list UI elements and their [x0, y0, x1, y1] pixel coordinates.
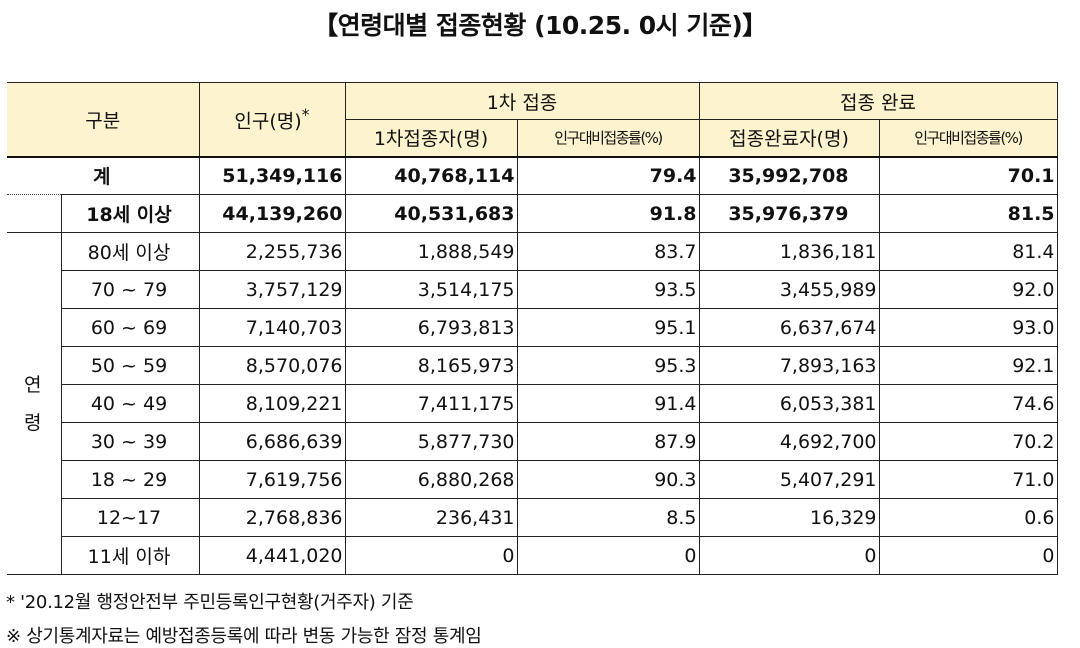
cell-first-rate: 79.4 [516, 156, 700, 195]
table-row-adult: 18세 이상 44,139,260 40,531,683 91.8 35,976… [7, 194, 1058, 233]
cell-complete-count: 0 [698, 536, 880, 575]
cell-first-count: 6,880,268 [344, 460, 518, 499]
age-label-top: 연 [24, 373, 42, 396]
cell-first-rate: 91.8 [516, 194, 700, 233]
header-population-mark: * [301, 105, 310, 125]
cell-complete-count: 6,053,381 [698, 384, 880, 423]
cell-first-count: 1,888,549 [344, 232, 518, 271]
cell-complete-rate: 81.4 [878, 232, 1058, 271]
cell-first-rate: 93.5 [516, 270, 700, 309]
row-label: 40 ~ 49 [61, 384, 200, 423]
row-label: 11세 이하 [61, 536, 200, 575]
cell-complete-rate: 70.1 [878, 156, 1058, 195]
header-first-dose: 1차 접종 [344, 82, 700, 120]
header-first-rate: 인구대비접종률(%) [516, 119, 700, 158]
table-row-total: 계 51,349,116 40,768,114 79.4 35,992,708 … [7, 156, 1058, 195]
cell-first-count: 3,514,175 [344, 270, 518, 309]
cell-population: 2,255,736 [198, 232, 346, 271]
table-row: 70 ~ 79 3,757,129 3,514,175 93.5 3,455,9… [7, 270, 1058, 309]
header-category: 구분 [7, 82, 200, 158]
cell-population: 7,140,703 [198, 308, 346, 347]
table-row: 18 ~ 29 7,619,756 6,880,268 90.3 5,407,2… [7, 460, 1058, 499]
cell-first-count: 40,768,114 [344, 156, 518, 195]
header-population-label: 인구(명) [234, 110, 302, 133]
table-row: 12~17 2,768,836 236,431 8.5 16,329 0.6 [7, 498, 1058, 537]
cell-first-count: 5,877,730 [344, 422, 518, 461]
cell-population: 6,686,639 [198, 422, 346, 461]
cell-complete-count: 6,637,674 [698, 308, 880, 347]
cell-complete-rate: 92.0 [878, 270, 1058, 309]
cell-complete-rate: 0 [878, 536, 1058, 575]
row-label: 80세 이상 [60, 232, 200, 271]
row-label: 계 [7, 156, 200, 195]
cell-population: 8,109,221 [198, 384, 346, 423]
row-label: 12~17 [61, 498, 200, 537]
cell-complete-count: 16,329 [698, 498, 880, 537]
cell-complete-count: 5,407,291 [698, 460, 880, 499]
cell-first-rate: 91.4 [516, 384, 700, 423]
header-complete-count: 접종완료자(명) [698, 119, 880, 158]
cell-complete-rate: 93.0 [878, 308, 1058, 347]
cell-population: 2,768,836 [198, 498, 346, 537]
header-complete-rate: 인구대비접종률(%) [878, 119, 1058, 158]
cell-complete-rate: 92.1 [878, 346, 1058, 385]
cell-complete-count: 1,836,181 [698, 232, 880, 271]
cell-first-rate: 83.7 [516, 232, 700, 271]
cell-first-rate: 90.3 [516, 460, 700, 499]
row-label: 18 ~ 29 [61, 460, 200, 499]
row-label: 50 ~ 59 [61, 346, 200, 385]
row-label: 30 ~ 39 [61, 422, 200, 461]
cell-complete-count: 3,455,989 [698, 270, 880, 309]
table-row: 11세 이하 4,441,020 0 0 0 0 [7, 536, 1058, 575]
table-row: 60 ~ 69 7,140,703 6,793,813 95.1 6,637,6… [7, 308, 1058, 347]
cell-complete-rate: 81.5 [878, 194, 1058, 233]
cell-population: 7,619,756 [198, 460, 346, 499]
cell-first-rate: 0 [516, 536, 700, 575]
cell-first-count: 7,411,175 [344, 384, 518, 423]
cell-population: 51,349,116 [198, 156, 346, 195]
footnote-disclaimer: ※ 상기통계자료는 예방접종등록에 따라 변동 가능한 잠정 통계임 [6, 626, 482, 647]
cell-first-count: 236,431 [344, 498, 518, 537]
header-first-count: 1차접종자(명) [345, 119, 518, 158]
row-label: 18세 이상 [60, 194, 200, 233]
row-label: 70 ~ 79 [61, 270, 200, 309]
cell-complete-count: 35,992,708 [698, 156, 880, 195]
footnote-source: * '20.12월 행정안전부 주민등록인구현황(거주자) 기준 [6, 592, 414, 613]
row-label: 60 ~ 69 [61, 308, 200, 347]
cell-first-rate: 87.9 [516, 422, 700, 461]
cell-population: 4,441,020 [198, 536, 346, 575]
cell-complete-rate: 71.0 [878, 460, 1058, 499]
cell-first-count: 8,165,973 [344, 346, 518, 385]
cell-population: 8,570,076 [198, 346, 346, 385]
header-population: 인구(명)* [198, 82, 346, 158]
cell-complete-rate: 70.2 [878, 422, 1058, 461]
vaccination-table: 구분 인구(명)* 1차 접종 접종 완료 1차접종자(명) 인구대비접종률(%… [7, 82, 1058, 575]
table-row: 40 ~ 49 8,109,221 7,411,175 91.4 6,053,3… [7, 384, 1058, 423]
blank-cell [7, 194, 62, 233]
cell-population: 44,139,260 [198, 194, 346, 233]
table-row: 50 ~ 59 8,570,076 8,165,973 95.3 7,893,1… [7, 346, 1058, 385]
cell-first-count: 0 [344, 536, 518, 575]
cell-first-rate: 95.1 [516, 308, 700, 347]
cell-population: 3,757,129 [198, 270, 346, 309]
cell-complete-count: 7,893,163 [698, 346, 880, 385]
cell-first-count: 40,531,683 [344, 194, 518, 233]
cell-complete-rate: 74.6 [878, 384, 1058, 423]
page-title: 【연령대별 접종현황 (10.25. 0시 기준)】 [313, 11, 767, 40]
cell-complete-count: 35,976,379 [698, 194, 880, 233]
age-label-bottom: 령 [24, 411, 42, 434]
cell-first-count: 6,793,813 [344, 308, 518, 347]
cell-complete-count: 4,692,700 [698, 422, 880, 461]
table-row: 30 ~ 39 6,686,639 5,877,730 87.9 4,692,7… [7, 422, 1058, 461]
cell-first-rate: 8.5 [516, 498, 700, 537]
header-completed: 접종 완료 [698, 82, 1058, 120]
cell-first-rate: 95.3 [516, 346, 700, 385]
cell-complete-rate: 0.6 [878, 498, 1058, 537]
